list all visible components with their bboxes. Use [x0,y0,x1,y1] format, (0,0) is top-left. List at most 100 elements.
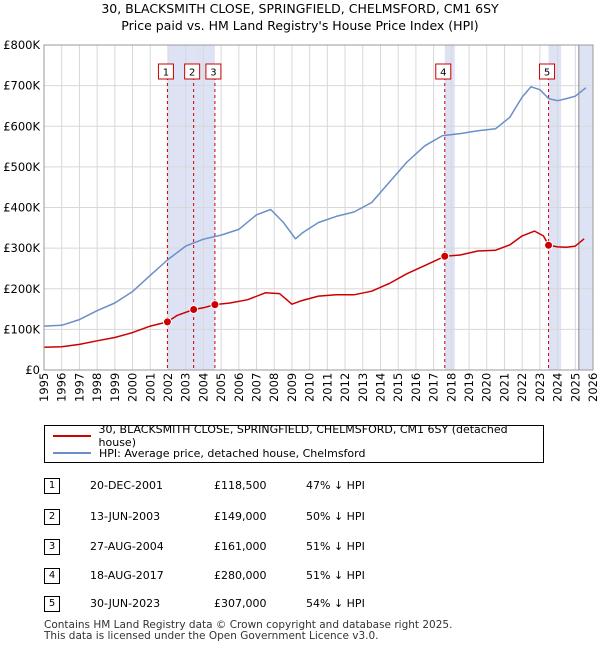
sale-hpi-diff: 47% ↓ HPI [306,479,365,492]
x-tick-label: 2016 [409,373,423,402]
x-tick-label: 1999 [108,373,122,402]
grid [43,44,594,371]
sale-hpi-diff: 51% ↓ HPI [306,569,365,582]
x-tick-label: 2020 [480,373,494,402]
y-tick-label: £100K [3,322,40,336]
x-tick-label: 2024 [551,373,565,402]
x-tick-label: 2014 [373,373,387,402]
legend-item-property: 30, BLACKSMITH CLOSE, SPRINGFIELD, CHELM… [53,423,543,449]
y-tick-label: £300K [3,241,40,255]
sale-label-boxes: 1 2 3 4 5 [157,63,556,80]
y-tick-label: £200K [3,282,40,296]
x-tick-label: 2010 [303,373,317,402]
sale-date: 27-AUG-2004 [90,540,164,553]
footer-copyright: Contains HM Land Registry data © Crown c… [44,619,453,631]
sale-label-number: 3 [210,68,216,79]
sale-row: 2 13-JUN-2003 £149,000 50% ↓ HPI [44,509,464,527]
x-tick-label: 2009 [285,373,299,402]
x-tick-label: 2026 [586,373,600,402]
footer: Contains HM Land Registry data © Crown c… [44,620,452,642]
sale-number: 2 [44,509,60,525]
sale-row: 3 27-AUG-2004 £161,000 51% ↓ HPI [44,539,464,557]
sale-label-box [157,63,174,80]
legend-label-hpi: HPI: Average price, detached house, Chel… [99,446,366,460]
sale-date: 30-JUN-2023 [90,597,161,610]
x-tick-label: 2011 [320,373,334,402]
plot-frame [43,44,594,371]
sale-hpi-diff: 54% ↓ HPI [306,597,365,610]
x-tick-label: 2003 [179,373,193,402]
sale-label-box [184,63,201,80]
series-line-hpi [43,86,587,327]
x-tick-label: 2005 [214,373,228,402]
sale-date: 20-DEC-2001 [90,479,164,492]
sale-price: £307,000 [214,597,267,610]
series-line-property [43,230,585,349]
sale-price: £280,000 [214,569,267,582]
footer-license: This data is licensed under the Open Gov… [44,630,379,642]
legend: 30, BLACKSMITH CLOSE, SPRINGFIELD, CHELM… [44,423,544,463]
sale-label-box [205,63,222,80]
sale-date: 18-AUG-2017 [90,569,164,582]
x-tick-label: 2025 [568,373,582,402]
legend-item-hpi: HPI: Average price, detached house, Chel… [53,445,365,461]
x-tick-label: 2021 [497,373,511,402]
sale-row: 5 30-JUN-2023 £307,000 54% ↓ HPI [44,596,464,614]
sale-row: 1 20-DEC-2001 £118,500 47% ↓ HPI [44,478,464,496]
series-lines [43,86,587,349]
x-tick-label: 2007 [250,373,264,402]
x-tick-label: 2022 [515,373,529,402]
sale-number: 3 [44,539,60,555]
price-chart: 1 2 3 4 5 £0 £100K £200K £300K £400K £500K £600K £7… [3,38,600,402]
sale-label-number: 4 [440,68,446,79]
y-tick-label: £600K [3,119,40,133]
x-tick-label: 2008 [267,373,281,402]
x-tick-label: 2017 [427,373,441,402]
legend-label-property: 30, BLACKSMITH CLOSE, SPRINGFIELD, CHELM… [98,423,508,449]
sale-point [162,317,172,327]
x-tick-label: 1996 [55,373,69,402]
y-tick-label: £700K [3,79,40,93]
sale-row: 4 18-AUG-2017 £280,000 51% ↓ HPI [44,568,464,586]
axes: £0 £100K £200K £300K £400K £500K £600K £700K £80… [3,38,600,402]
sale-date: 13-JUN-2003 [90,510,161,523]
legend-swatch-hpi [53,452,91,454]
y-tick-label: £400K [3,201,40,215]
sale-label-box [435,63,452,80]
x-tick-label: 2001 [143,373,157,402]
x-tick-label: 2023 [533,373,547,402]
y-tick-label: £0 [25,363,40,377]
sale-hpi-diff: 50% ↓ HPI [306,510,365,523]
sale-hpi-diff: 51% ↓ HPI [306,540,365,553]
title-line-2: Price paid vs. HM Land Registry's House … [121,18,479,33]
x-tick-label: 2013 [356,373,370,402]
y-tick-label: £800K [3,38,40,52]
x-tick-label: 1998 [90,373,104,402]
sale-price: £118,500 [214,479,267,492]
sale-label-box [539,63,556,80]
x-tick-label: 2000 [126,373,140,402]
sale-point [210,300,220,310]
sale-price: £149,000 [214,510,267,523]
sale-points [162,240,554,327]
x-tick-label: 2002 [161,373,175,402]
sale-label-number: 1 [163,68,169,79]
sale-label-number: 5 [544,68,550,79]
sale-point [544,240,554,250]
x-tick-label: 1995 [37,373,51,402]
sale-number: 4 [44,568,60,584]
chart-title: 30, BLACKSMITH CLOSE, SPRINGFIELD, CHELM… [0,0,600,34]
title-line-1: 30, BLACKSMITH CLOSE, SPRINGFIELD, CHELM… [101,1,499,16]
sale-point [189,304,199,314]
x-tick-label: 2018 [444,373,458,402]
sale-point [440,251,450,261]
x-tick-label: 2012 [338,373,352,402]
sale-number: 5 [44,596,60,612]
y-tick-label: £500K [3,160,40,174]
sale-price: £161,000 [214,540,267,553]
x-tick-label: 1997 [72,373,86,402]
legend-swatch-property [53,435,91,437]
sale-number: 1 [44,478,60,494]
x-tick-label: 2006 [232,373,246,402]
sale-label-number: 2 [189,68,195,79]
